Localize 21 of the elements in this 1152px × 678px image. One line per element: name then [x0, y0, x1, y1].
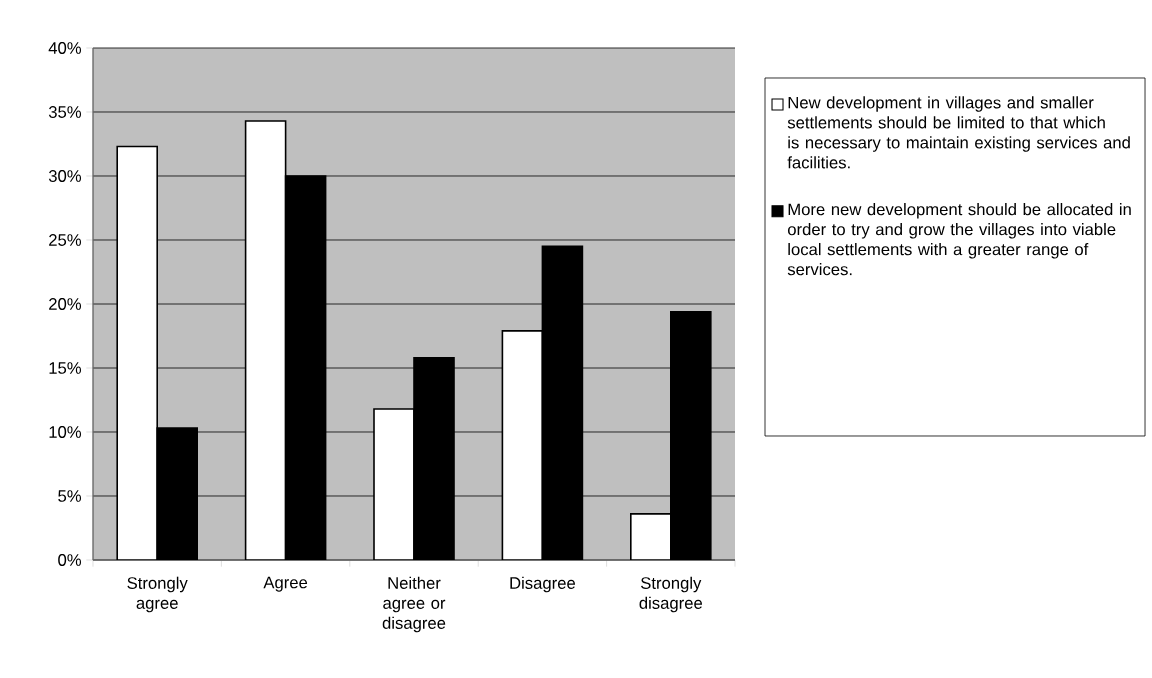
- bar: [373, 408, 415, 560]
- y-tick-label: 10%: [49, 426, 82, 438]
- x-tick-label: Strongly disagree: [639, 576, 703, 613]
- y-tick-label: 0%: [58, 554, 82, 566]
- x-tick-label: Strongly agree: [127, 576, 188, 613]
- x-tick-label: Disagree: [510, 576, 576, 593]
- y-tick-label: 25%: [49, 234, 82, 246]
- x-tick-label: Agree: [263, 576, 308, 592]
- bar: [244, 120, 287, 560]
- y-tick-label: 20%: [49, 298, 82, 310]
- y-tick-label: 15%: [49, 362, 82, 374]
- x-tick-label: Neither agree or disagree: [382, 576, 446, 633]
- legend-label: New development in villages and smaller settlements should be limited to that which is necessary to maintain existing services and facilities.: [787, 96, 1130, 169]
- y-tick-label: 35%: [48, 106, 82, 118]
- legend-label: More new development should be allocated in order to try and grow the villages into viable local settlements with a greater range of services.: [787, 203, 1131, 276]
- y-tick-label: 5%: [58, 490, 82, 502]
- bar: [501, 330, 544, 560]
- bar: [116, 145, 158, 560]
- y-tick-label: 40%: [48, 42, 82, 54]
- bar: [630, 513, 672, 560]
- y-tick-label: 30%: [48, 170, 82, 182]
